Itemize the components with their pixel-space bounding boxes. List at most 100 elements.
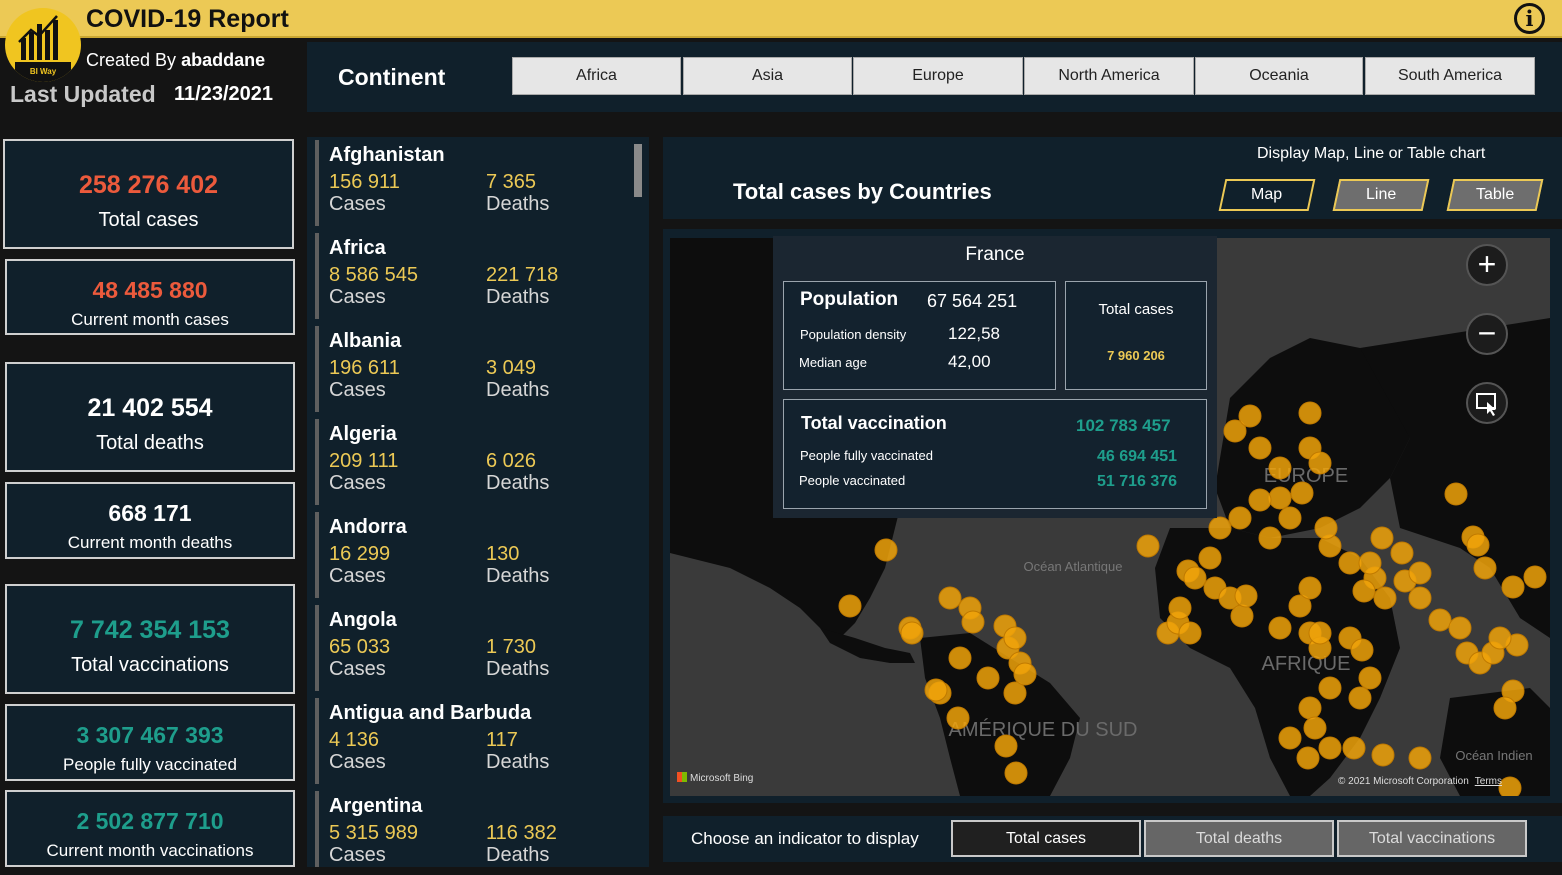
deaths-value: 117 bbox=[486, 729, 518, 751]
zoom-out-button[interactable]: − bbox=[1466, 313, 1508, 355]
continent-asia-button[interactable]: Asia bbox=[683, 57, 852, 95]
country-marker[interactable] bbox=[1308, 451, 1332, 475]
continent-europe-button[interactable]: Europe bbox=[853, 57, 1023, 95]
terms-link[interactable]: Terms bbox=[1474, 776, 1502, 787]
country-marker[interactable] bbox=[1373, 586, 1397, 610]
line-view-button[interactable]: Line bbox=[1332, 179, 1430, 211]
country-marker[interactable] bbox=[1342, 736, 1366, 760]
country-marker[interactable] bbox=[1298, 576, 1322, 600]
continent-oceania-button[interactable]: Oceania bbox=[1195, 57, 1363, 95]
country-marker[interactable] bbox=[1318, 736, 1342, 760]
country-marker[interactable] bbox=[1473, 556, 1497, 580]
list-item[interactable]: Angola 65 033 1 730 Cases Deaths bbox=[315, 605, 633, 691]
country-marker[interactable] bbox=[1501, 575, 1525, 599]
list-item[interactable]: Argentina 5 315 989 116 382 Cases Deaths bbox=[315, 791, 633, 867]
country-marker[interactable] bbox=[1448, 616, 1472, 640]
list-item[interactable]: Algeria 209 111 6 026 Cases Deaths bbox=[315, 419, 633, 505]
zoom-in-button[interactable]: + bbox=[1466, 244, 1508, 286]
list-item[interactable]: Antigua and Barbuda 4 136 117 Cases Deat… bbox=[315, 698, 633, 784]
country-marker[interactable] bbox=[1248, 488, 1272, 512]
country-marker[interactable] bbox=[1178, 621, 1202, 645]
country-marker[interactable] bbox=[1308, 621, 1332, 645]
country-marker[interactable] bbox=[1352, 579, 1376, 603]
country-marker[interactable] bbox=[924, 678, 948, 702]
country-marker[interactable] bbox=[1444, 482, 1468, 506]
country-marker[interactable] bbox=[1466, 533, 1490, 557]
country-marker[interactable] bbox=[1268, 616, 1292, 640]
country-marker[interactable] bbox=[1168, 596, 1192, 620]
country-marker[interactable] bbox=[1298, 401, 1322, 425]
country-marker[interactable] bbox=[1268, 486, 1292, 510]
country-marker[interactable] bbox=[1408, 586, 1432, 610]
country-marker[interactable] bbox=[838, 594, 862, 618]
country-marker[interactable] bbox=[1350, 638, 1374, 662]
country-marker[interactable] bbox=[1338, 551, 1362, 575]
country-marker[interactable] bbox=[1003, 681, 1027, 705]
list-item[interactable]: Africa 8 586 545 221 718 Cases Deaths bbox=[315, 233, 633, 319]
list-item[interactable]: Albania 196 611 3 049 Cases Deaths bbox=[315, 326, 633, 412]
country-marker[interactable] bbox=[1248, 436, 1272, 460]
country-marker[interactable] bbox=[900, 621, 924, 645]
country-marker[interactable] bbox=[1238, 404, 1262, 428]
country-marker[interactable] bbox=[1003, 626, 1027, 650]
info-icon[interactable]: i bbox=[1514, 3, 1545, 34]
country-marker[interactable] bbox=[994, 734, 1018, 758]
country-name: Angola bbox=[329, 609, 397, 631]
map-view-button[interactable]: Map bbox=[1218, 179, 1316, 211]
country-marker[interactable] bbox=[1303, 716, 1327, 740]
indicator-total-cases-button[interactable]: Total cases bbox=[951, 820, 1141, 857]
country-marker[interactable] bbox=[948, 646, 972, 670]
country-marker[interactable] bbox=[1296, 746, 1320, 770]
country-marker[interactable] bbox=[976, 666, 1000, 690]
country-marker[interactable] bbox=[1268, 456, 1292, 480]
bing-attribution: Microsoft Bing bbox=[677, 772, 753, 784]
country-marker[interactable] bbox=[1298, 696, 1322, 720]
country-marker[interactable] bbox=[1428, 608, 1452, 632]
country-marker[interactable] bbox=[1358, 551, 1382, 575]
country-marker[interactable] bbox=[1390, 541, 1414, 565]
country-marker[interactable] bbox=[1258, 526, 1282, 550]
country-marker[interactable] bbox=[1288, 594, 1312, 618]
indicator-total-deaths-button[interactable]: Total deaths bbox=[1144, 820, 1334, 857]
country-marker[interactable] bbox=[1498, 776, 1522, 796]
country-marker[interactable] bbox=[1408, 746, 1432, 770]
country-marker[interactable] bbox=[1234, 584, 1258, 608]
bing-text: Microsoft Bing bbox=[690, 773, 754, 784]
country-marker[interactable] bbox=[1318, 676, 1342, 700]
country-marker[interactable] bbox=[1228, 506, 1252, 530]
country-marker[interactable] bbox=[1278, 726, 1302, 750]
continent-south-america-button[interactable]: South America bbox=[1365, 57, 1535, 95]
indicator-total-vaccinations-button[interactable]: Total vaccinations bbox=[1337, 820, 1527, 857]
continent-north-america-button[interactable]: North America bbox=[1024, 57, 1194, 95]
country-marker[interactable] bbox=[1370, 526, 1394, 550]
country-marker[interactable] bbox=[946, 706, 970, 730]
country-marker[interactable] bbox=[1290, 481, 1314, 505]
list-scrollbar[interactable] bbox=[634, 144, 642, 197]
country-marker[interactable] bbox=[1198, 546, 1222, 570]
country-marker[interactable] bbox=[1348, 686, 1372, 710]
country-marker[interactable] bbox=[1358, 666, 1382, 690]
country-marker[interactable] bbox=[1208, 516, 1232, 540]
country-marker[interactable] bbox=[1013, 662, 1037, 686]
country-marker[interactable] bbox=[1136, 534, 1160, 558]
country-marker[interactable] bbox=[1371, 743, 1395, 767]
country-marker[interactable] bbox=[1278, 506, 1302, 530]
list-item[interactable]: Afghanistan 156 911 7 365 Cases Deaths bbox=[315, 140, 633, 226]
select-tool-button[interactable] bbox=[1466, 382, 1508, 424]
country-marker[interactable] bbox=[1314, 516, 1338, 540]
country-marker[interactable] bbox=[1183, 566, 1207, 590]
country-marker[interactable] bbox=[874, 538, 898, 562]
country-marker[interactable] bbox=[1223, 419, 1247, 443]
country-list[interactable]: Afghanistan 156 911 7 365 Cases Deaths A… bbox=[307, 137, 649, 867]
table-view-button[interactable]: Table bbox=[1446, 179, 1544, 211]
country-marker[interactable] bbox=[961, 610, 985, 634]
country-marker[interactable] bbox=[1004, 761, 1028, 785]
country-marker[interactable] bbox=[1408, 561, 1432, 585]
country-marker[interactable] bbox=[1523, 565, 1547, 589]
country-marker[interactable] bbox=[1493, 696, 1517, 720]
country-marker[interactable] bbox=[938, 586, 962, 610]
continent-africa-button[interactable]: Africa bbox=[512, 57, 681, 95]
country-marker[interactable] bbox=[1230, 604, 1254, 628]
country-marker[interactable] bbox=[1488, 626, 1512, 650]
list-item[interactable]: Andorra 16 299 130 Cases Deaths bbox=[315, 512, 633, 598]
